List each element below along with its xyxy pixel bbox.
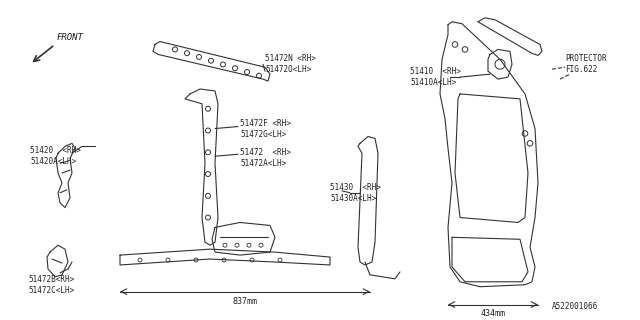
Text: 51420  <RH>
51420A<LH>: 51420 <RH> 51420A<LH>	[30, 146, 81, 166]
Text: 434mm: 434mm	[481, 309, 506, 318]
Text: FRONT: FRONT	[57, 33, 84, 42]
Text: 51472  <RH>
51472A<LH>: 51472 <RH> 51472A<LH>	[240, 148, 291, 168]
Text: PROTECTOR
FIG.622: PROTECTOR FIG.622	[565, 54, 607, 75]
Text: 51410  <RH>
51410A<LH>: 51410 <RH> 51410A<LH>	[410, 67, 461, 87]
Text: 51430  <RH>
51430A<LH>: 51430 <RH> 51430A<LH>	[330, 183, 381, 203]
Text: 51472F <RH>
51472G<LH>: 51472F <RH> 51472G<LH>	[240, 119, 291, 139]
Text: 51472B<RH>
51472C<LH>: 51472B<RH> 51472C<LH>	[28, 275, 74, 295]
Text: 837mm: 837mm	[232, 297, 257, 306]
Text: 51472N <RH>
51472O<LH>: 51472N <RH> 51472O<LH>	[265, 54, 316, 75]
Text: A522001066: A522001066	[552, 302, 598, 311]
